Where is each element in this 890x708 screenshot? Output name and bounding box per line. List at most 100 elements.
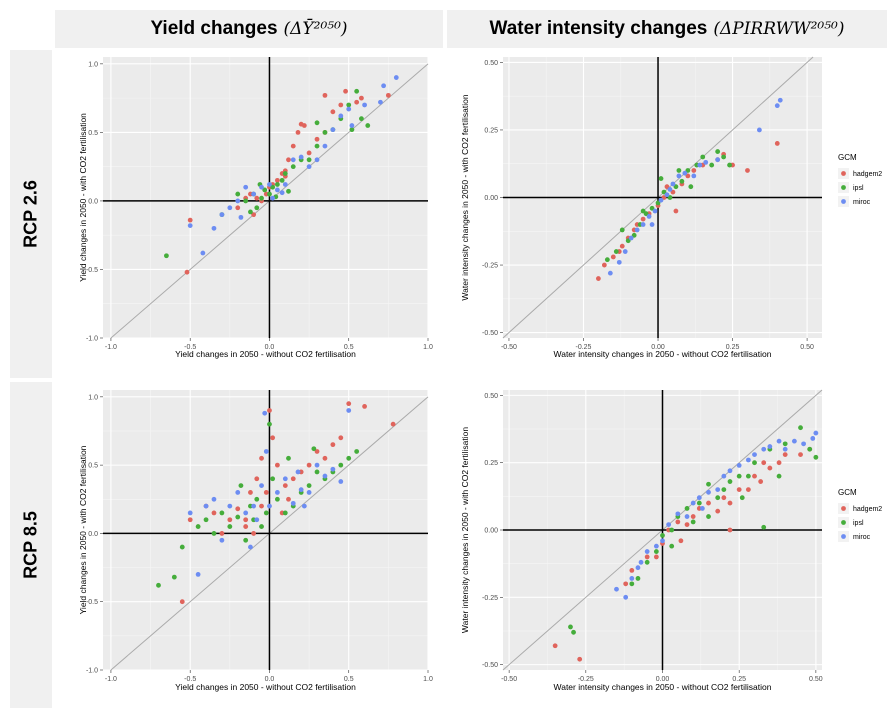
data-point-hadgem2 [338, 102, 344, 108]
data-point-miroc [267, 503, 272, 509]
x-tick-label: 0.0 [265, 676, 275, 683]
legend-swatch-hadgem2 [841, 506, 846, 511]
data-point-miroc [675, 511, 681, 517]
data-point-miroc [346, 408, 352, 413]
legend-label-hadgem2: hadgem2 [853, 171, 882, 178]
data-point-ipsl [727, 162, 732, 168]
data-point-ipsl [813, 454, 819, 460]
data-point-miroc [219, 212, 225, 218]
data-point-hadgem2 [577, 656, 583, 662]
data-point-ipsl [715, 495, 721, 501]
x-tick-label: 0.00 [656, 676, 670, 683]
legend: GCM hadgem2 ipsl miroc [838, 488, 882, 542]
data-point-miroc [635, 565, 641, 571]
data-point-hadgem2 [552, 643, 558, 649]
plot-background [103, 390, 428, 670]
data-point-hadgem2 [263, 490, 269, 495]
data-point-miroc [666, 522, 672, 528]
data-point-hadgem2 [227, 517, 233, 523]
data-point-miroc [187, 223, 193, 229]
data-point-hadgem2 [596, 276, 601, 281]
data-point-miroc [660, 538, 665, 544]
x-tick-label: -1.0 [105, 344, 117, 351]
data-point-ipsl [568, 624, 573, 630]
data-point-miroc [682, 170, 688, 176]
x-tick-label: 0.25 [732, 676, 746, 683]
data-point-hadgem2 [211, 510, 217, 516]
data-point-miroc [782, 446, 788, 452]
data-point-miroc [235, 490, 241, 495]
data-point-ipsl [270, 476, 276, 482]
data-point-ipsl [227, 524, 233, 529]
data-point-ipsl [282, 510, 288, 516]
legend-swatch-miroc [841, 534, 846, 539]
data-point-ipsl [279, 177, 285, 183]
data-point-ipsl [660, 532, 665, 538]
y-tick-label: 0.50 [484, 393, 498, 400]
legend-label-miroc: miroc [853, 199, 871, 206]
y-tick-label: 0.5 [88, 130, 98, 137]
data-point-ipsl [243, 198, 249, 204]
x-axis-label: Water intensity changes in 2050 - withou… [554, 682, 772, 692]
data-point-ipsl [727, 479, 733, 484]
data-point-miroc [628, 235, 634, 241]
y-tick-label: 0.50 [484, 60, 498, 67]
column-math-yield: (ΔȲ²⁰⁵⁰) [283, 19, 348, 39]
data-point-hadgem2 [270, 435, 276, 441]
row-label-rcp26: RCP 2.6 [10, 50, 52, 378]
data-point-ipsl [322, 129, 328, 135]
data-point-hadgem2 [306, 150, 312, 156]
y-tick-label: 0.00 [484, 195, 498, 202]
legend-label-hadgem2: hadgem2 [853, 506, 882, 513]
y-tick-label: -0.5 [86, 599, 98, 606]
data-point-hadgem2 [745, 168, 750, 173]
y-tick-label: -1.0 [86, 336, 98, 343]
data-point-miroc [259, 483, 264, 489]
data-point-hadgem2 [254, 476, 260, 482]
data-point-miroc [699, 506, 705, 511]
data-point-miroc [349, 123, 355, 128]
data-point-miroc [200, 250, 206, 256]
data-point-hadgem2 [306, 462, 312, 468]
data-point-miroc [706, 489, 711, 495]
data-point-hadgem2 [644, 554, 650, 560]
column-header-yield: Yield changes (ΔȲ²⁰⁵⁰) [55, 10, 443, 48]
data-point-miroc [263, 449, 269, 454]
data-point-hadgem2 [610, 254, 616, 260]
data-point-ipsl [195, 524, 201, 529]
data-point-hadgem2 [690, 514, 696, 519]
data-point-hadgem2 [259, 455, 264, 461]
data-point-ipsl [604, 257, 610, 263]
data-point-miroc [664, 192, 670, 198]
data-point-ipsl [688, 184, 694, 190]
data-point-miroc [378, 99, 383, 105]
data-point-ipsl [235, 191, 241, 197]
data-point-miroc [187, 510, 193, 516]
data-point-hadgem2 [601, 262, 607, 268]
data-point-hadgem2 [752, 473, 757, 479]
column-math-water: (ΔPIRRWW²⁰⁵⁰) [713, 19, 845, 39]
data-point-miroc [393, 75, 399, 80]
data-point-miroc [274, 187, 280, 193]
data-point-miroc [640, 222, 646, 227]
data-point-hadgem2 [684, 522, 690, 528]
data-point-miroc [767, 444, 773, 449]
data-point-miroc [721, 473, 727, 479]
data-point-miroc [235, 198, 241, 204]
data-point-miroc [629, 576, 635, 581]
data-point-miroc [227, 503, 233, 509]
data-point-hadgem2 [758, 479, 764, 484]
data-point-miroc [752, 452, 757, 458]
data-point-ipsl [235, 514, 241, 520]
data-point-hadgem2 [727, 500, 733, 506]
data-point-ipsl [274, 496, 280, 502]
data-point-ipsl [243, 537, 249, 543]
data-point-hadgem2 [251, 531, 257, 536]
y-tick-label: 0.0 [88, 531, 98, 538]
y-tick-label: -0.50 [482, 662, 498, 669]
data-point-ipsl [164, 253, 169, 259]
data-point-ipsl [761, 524, 767, 530]
data-point-miroc [670, 181, 676, 187]
data-point-ipsl [619, 227, 625, 233]
data-point-miroc [777, 97, 783, 103]
